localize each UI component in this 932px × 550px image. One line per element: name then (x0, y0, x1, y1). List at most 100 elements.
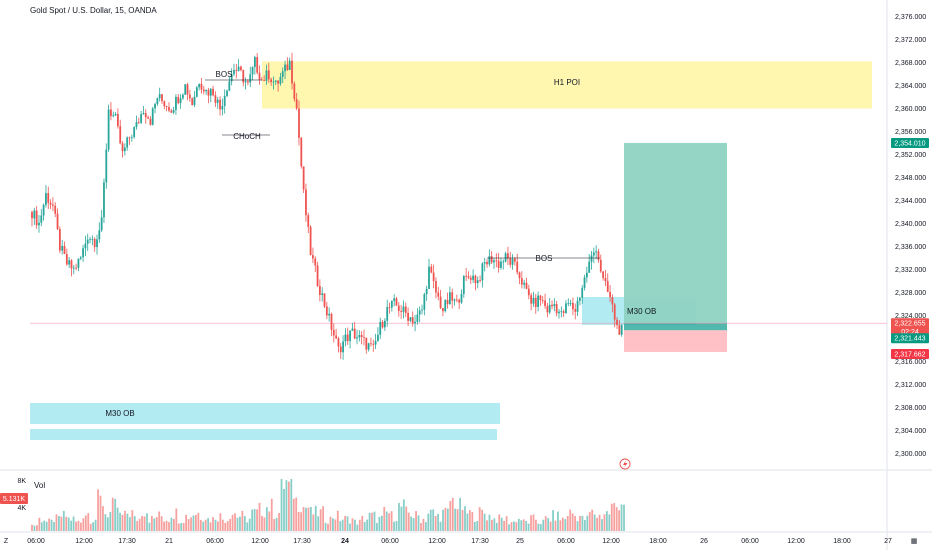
candle (490, 251, 493, 265)
volume-bar (102, 506, 104, 531)
candle (165, 105, 168, 112)
candle (82, 244, 84, 262)
candle-body (172, 109, 175, 113)
candle-body (381, 321, 384, 328)
volume-bar (133, 516, 136, 531)
volume-bar (544, 516, 547, 531)
volume-bar (559, 520, 562, 531)
volume-bar (126, 513, 129, 531)
volume-bar (70, 520, 73, 531)
volume-bar (305, 507, 307, 531)
candle-body (177, 96, 180, 104)
candle (170, 108, 173, 113)
candle (349, 330, 351, 349)
lightning-icon-circle (619, 458, 631, 470)
volume-bar (226, 521, 229, 531)
candle-body (79, 257, 82, 259)
volume-bar (158, 511, 161, 531)
candle-body (349, 330, 351, 342)
candle (75, 263, 78, 271)
candle (68, 256, 71, 268)
volume-bar (473, 521, 476, 531)
candle-body (604, 277, 607, 282)
candle-body (63, 245, 66, 255)
candle (175, 94, 177, 115)
candle-body (121, 143, 124, 152)
candle-body (558, 311, 560, 314)
candle (279, 72, 282, 86)
candle (400, 305, 403, 319)
candle-body (411, 317, 414, 324)
volume-bar (302, 507, 305, 531)
candle-body (216, 99, 219, 103)
volume-bar (427, 513, 430, 531)
volume-bar (265, 507, 268, 531)
volume-bar (89, 523, 92, 531)
candle (513, 257, 516, 266)
candle-body (318, 285, 321, 295)
volume-bar (478, 507, 481, 531)
candle-body (130, 137, 133, 138)
candle-body (223, 95, 226, 107)
candle-body (267, 70, 270, 80)
volume-bar (273, 519, 276, 531)
x-tick-label: 17:30 (293, 538, 311, 545)
bos-label-1: BOS (216, 70, 233, 79)
candle (453, 298, 456, 306)
candle-body (599, 259, 602, 272)
candle-body (500, 261, 502, 268)
candle (469, 275, 472, 285)
volume-bar (50, 519, 53, 531)
volume-bar (40, 522, 43, 531)
candle-body (537, 295, 540, 307)
candle-body (265, 70, 268, 81)
candle-body (504, 253, 507, 262)
candle (560, 306, 563, 318)
candle-body (179, 98, 182, 104)
candle (209, 88, 212, 103)
volume-bar (586, 515, 589, 531)
candle (325, 301, 328, 319)
volume-bar (385, 511, 388, 531)
countdown-text: 02:24 (901, 329, 919, 336)
candle-body (61, 245, 64, 251)
candle (198, 83, 201, 91)
volume-bar (380, 515, 383, 531)
volume-bar (354, 519, 356, 531)
candle-body (425, 288, 428, 295)
volume-bar (537, 523, 540, 531)
volume-bar (571, 513, 574, 531)
candle (270, 77, 273, 86)
candle (77, 258, 80, 272)
volume-bar (246, 522, 249, 531)
candle-body (421, 309, 423, 311)
candle (585, 266, 588, 283)
candle (481, 262, 484, 288)
candle (344, 328, 347, 347)
entry-band (624, 323, 727, 331)
candle (116, 108, 119, 129)
candle-body (516, 261, 519, 273)
volume-bar (566, 516, 569, 531)
candle-body (467, 276, 470, 278)
volume-bar (128, 517, 131, 531)
volume-bar (234, 513, 236, 531)
candle-body (358, 335, 361, 338)
candle-body (325, 306, 328, 316)
candle-body (388, 307, 391, 308)
candle-body (103, 182, 105, 218)
volume-bar (94, 519, 97, 531)
candle-body (165, 106, 168, 108)
candle (395, 296, 398, 306)
volume-bar (204, 519, 207, 531)
candle (242, 69, 245, 87)
candle-body (428, 266, 430, 289)
m30-ob-left-label: M30 OB (105, 409, 134, 418)
target-price-tag-text: 2,354.010 (894, 140, 925, 147)
lightning-icon[interactable] (619, 458, 631, 470)
candle-body (497, 260, 500, 268)
volume-tag-bg (0, 493, 28, 504)
candle-body (546, 306, 549, 313)
